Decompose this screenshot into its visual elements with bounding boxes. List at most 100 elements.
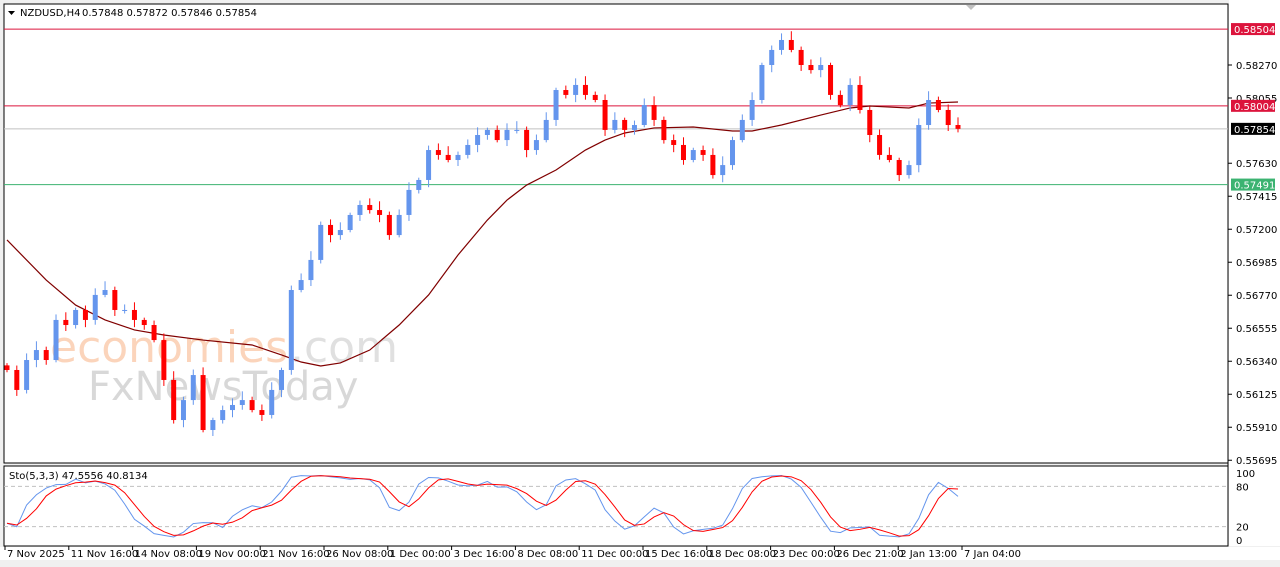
candle[interactable] (661, 116, 667, 144)
candle[interactable] (229, 398, 235, 418)
candle[interactable] (122, 304, 128, 314)
candle[interactable] (190, 369, 196, 405)
candle[interactable] (259, 404, 265, 421)
candle[interactable] (494, 125, 500, 143)
candle[interactable] (377, 201, 383, 223)
candle[interactable] (33, 341, 39, 368)
candle[interactable] (769, 45, 775, 73)
candle[interactable] (808, 59, 814, 74)
candle[interactable] (298, 273, 304, 293)
candle[interactable] (484, 127, 490, 140)
candle[interactable] (200, 367, 206, 433)
candle[interactable] (671, 134, 677, 153)
candle[interactable] (896, 157, 902, 182)
candle[interactable] (465, 139, 471, 159)
shift-marker-icon[interactable] (966, 5, 976, 10)
candle[interactable] (504, 123, 510, 147)
candle[interactable] (63, 312, 69, 332)
candle[interactable] (445, 146, 451, 163)
candle[interactable] (386, 211, 392, 240)
candle[interactable] (416, 177, 422, 194)
candle[interactable] (955, 117, 961, 133)
candle[interactable] (651, 96, 657, 126)
candle[interactable] (622, 117, 628, 138)
candle[interactable] (592, 91, 598, 103)
candle[interactable] (788, 31, 794, 53)
candle[interactable] (602, 94, 608, 136)
candle[interactable] (710, 148, 716, 179)
candle[interactable] (906, 160, 912, 179)
candle[interactable] (406, 182, 412, 221)
candle[interactable] (524, 126, 530, 158)
candle[interactable] (749, 92, 755, 126)
candle[interactable] (553, 87, 559, 126)
candle[interactable] (582, 76, 588, 100)
candle[interactable] (563, 85, 569, 99)
candle[interactable] (798, 46, 804, 71)
candle[interactable] (612, 112, 618, 134)
candle[interactable] (328, 219, 334, 243)
candle[interactable] (475, 127, 481, 153)
candle[interactable] (680, 137, 686, 165)
candle[interactable] (877, 129, 883, 160)
candle[interactable] (318, 221, 324, 264)
candle[interactable] (818, 57, 824, 78)
candle[interactable] (131, 302, 137, 328)
candle[interactable] (102, 281, 108, 298)
main-chart-panel[interactable] (3, 3, 1229, 464)
candle[interactable] (4, 363, 10, 373)
candle[interactable] (151, 320, 157, 343)
candle[interactable] (926, 91, 932, 130)
candle[interactable] (847, 78, 853, 112)
candle[interactable] (435, 143, 441, 160)
candle[interactable] (690, 147, 696, 163)
candle[interactable] (945, 104, 951, 132)
candle[interactable] (269, 382, 275, 419)
candle[interactable] (935, 96, 941, 113)
candle[interactable] (288, 285, 294, 375)
candle[interactable] (631, 120, 637, 135)
candle[interactable] (367, 198, 373, 214)
candle[interactable] (739, 114, 745, 143)
candle[interactable] (82, 305, 88, 328)
candle[interactable] (514, 121, 520, 134)
candle[interactable] (720, 156, 726, 183)
candle[interactable] (730, 136, 736, 170)
candle[interactable] (180, 396, 186, 428)
candle[interactable] (14, 365, 20, 396)
candle[interactable] (916, 118, 922, 173)
candle[interactable] (210, 417, 216, 436)
candle[interactable] (112, 286, 118, 316)
candle[interactable] (220, 405, 226, 424)
candle[interactable] (337, 222, 343, 240)
candle[interactable] (53, 314, 59, 363)
candle[interactable] (759, 62, 765, 104)
candle[interactable] (357, 200, 363, 221)
candle[interactable] (573, 78, 579, 103)
candle[interactable] (828, 62, 834, 100)
candle[interactable] (396, 209, 402, 238)
candle[interactable] (533, 134, 539, 155)
candle[interactable] (543, 112, 549, 143)
candle[interactable] (347, 212, 353, 233)
stochastic-panel[interactable] (3, 465, 1229, 547)
candle[interactable] (161, 333, 167, 386)
candle[interactable] (73, 307, 79, 329)
candle[interactable] (171, 371, 177, 424)
collapse-arrow-icon[interactable] (8, 11, 15, 15)
candle[interactable] (308, 251, 314, 287)
candle[interactable] (867, 106, 873, 143)
candle[interactable] (239, 391, 245, 410)
candle[interactable] (279, 367, 285, 398)
candle[interactable] (837, 90, 843, 108)
candle[interactable] (700, 145, 706, 161)
candle[interactable] (249, 396, 255, 413)
candle[interactable] (24, 353, 30, 394)
candle[interactable] (43, 346, 49, 365)
candle[interactable] (92, 288, 98, 325)
candle[interactable] (886, 147, 892, 163)
candle[interactable] (455, 151, 461, 166)
candle[interactable] (857, 76, 863, 114)
candle[interactable] (426, 145, 432, 188)
